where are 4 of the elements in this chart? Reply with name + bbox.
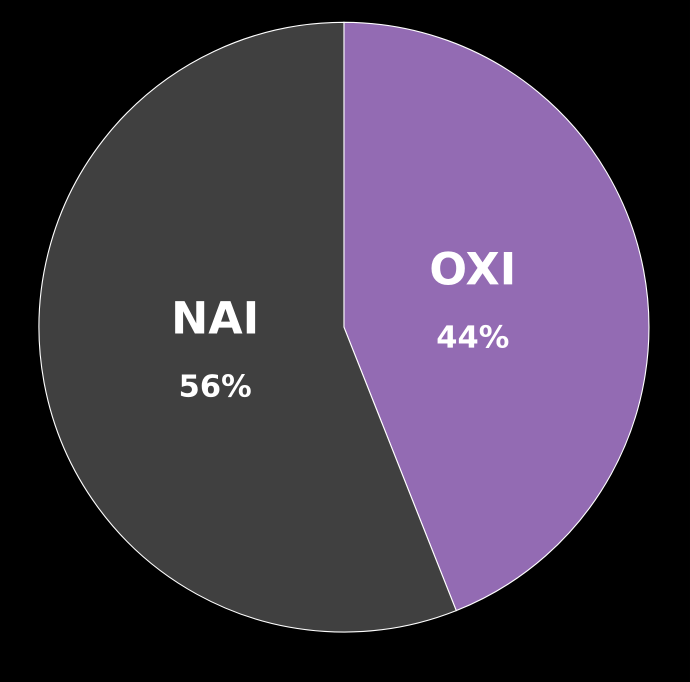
data-label: 44% xyxy=(438,324,508,348)
data-label: 56% xyxy=(180,374,251,398)
slice-label: OXI xyxy=(432,251,512,286)
slice-label: NAI xyxy=(175,301,256,334)
